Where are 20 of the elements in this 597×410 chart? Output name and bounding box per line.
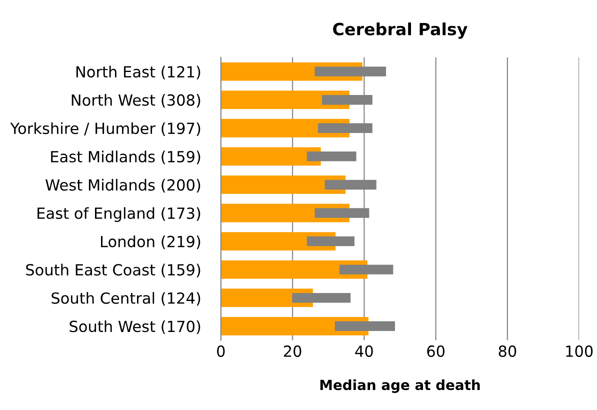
x-tick-label: 80 xyxy=(498,345,516,357)
y-tick-label: North East (121) xyxy=(76,66,200,80)
x-tick-label: 100 xyxy=(566,345,593,357)
x-tick-label: 40 xyxy=(355,345,373,357)
chart-title: Cerebral Palsy xyxy=(333,22,468,39)
y-tick-label: Yorkshire / Humber (197) xyxy=(10,122,200,136)
x-tick-label: 60 xyxy=(427,345,445,357)
y-tick-label: West Midlands (200) xyxy=(46,178,200,193)
x-tick-label: 0 xyxy=(217,345,225,357)
y-tick-label: London (219) xyxy=(101,235,200,250)
y-tick-label: South East Coast (159) xyxy=(26,264,200,278)
x-axis-title: Median age at death xyxy=(320,379,480,393)
y-tick-label: South Central (124) xyxy=(52,292,200,306)
y-tick-label: South West (170) xyxy=(70,320,200,334)
y-tick-label: East Midlands (159) xyxy=(51,150,200,164)
bar xyxy=(220,147,321,166)
y-tick-label: North West (308) xyxy=(72,94,200,108)
y-tick-label: East of England (173) xyxy=(38,207,200,222)
x-tick-label: 20 xyxy=(284,345,302,357)
bar xyxy=(220,176,346,194)
